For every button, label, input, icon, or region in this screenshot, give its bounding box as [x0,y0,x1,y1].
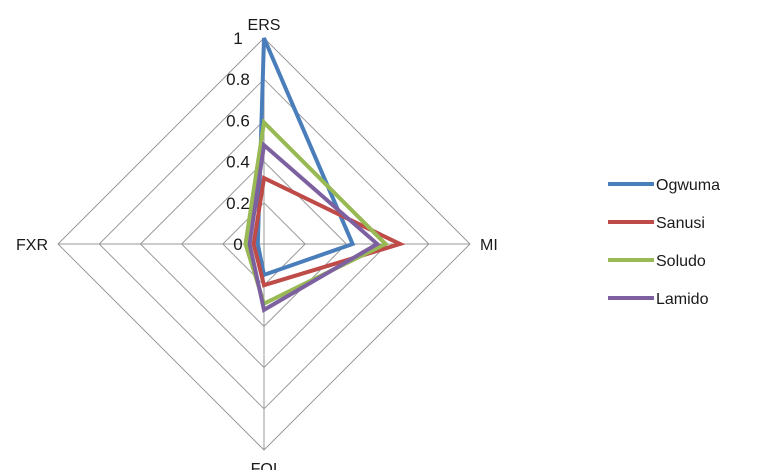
series-ogwuma [255,37,356,278]
tick-label-1: 0.2 [226,194,250,213]
series-lamido [247,141,381,314]
legend-label-ogwuma: Ogwuma [656,177,720,194]
axis-label-mi: MI [480,237,498,254]
tick-label-4: 0.8 [226,70,250,89]
tick-label-0: 0 [233,235,242,254]
tick-layer: 0 0.2 0.4 0.6 0.8 1 [226,29,250,254]
tick-label-2: 0.4 [226,153,250,172]
axis-label-foi: FOI [251,461,278,470]
legend: Ogwuma Sanusi Soludo Lamido [608,177,720,308]
series-layer [243,37,406,314]
axis-label-ers: ERS [248,17,281,34]
axis-label-fxr: FXR [16,237,48,254]
legend-label-sanusi: Sanusi [656,215,705,232]
legend-label-lamido: Lamido [656,291,709,308]
legend-label-soludo: Soludo [656,253,706,270]
tick-label-3: 0.6 [226,111,250,130]
tick-label-5: 1 [233,29,242,48]
